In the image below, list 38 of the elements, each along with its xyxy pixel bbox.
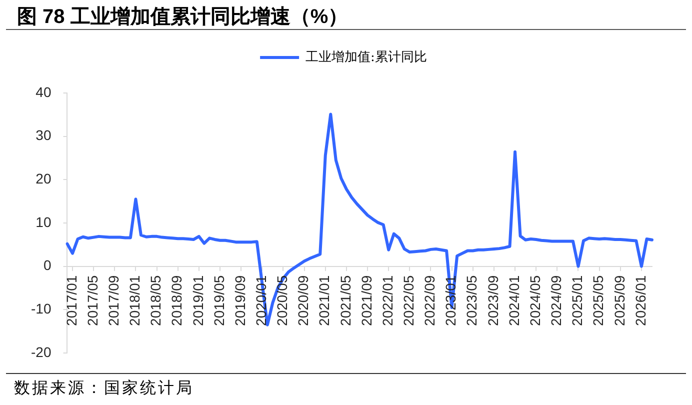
x-tick-label: 2019/01 <box>190 275 206 326</box>
x-tick-label: 2022/05 <box>400 275 417 326</box>
chart-title: 图 78 工业增加值累计同比增速（%） <box>17 5 348 30</box>
x-tick-label: 2025/01 <box>569 275 586 326</box>
x-tick-label: 2021/05 <box>337 275 354 326</box>
x-tick-label: 2025/05 <box>590 275 606 326</box>
y-tick-label: 10 <box>36 214 52 230</box>
y-tick-label: 0 <box>43 257 52 274</box>
x-tick-label: 2018/01 <box>126 275 143 326</box>
legend-label: 工业增加值:累计同比 <box>306 50 427 65</box>
x-tick-label: 2020/01 <box>253 275 270 326</box>
y-tick-label: 40 <box>36 84 52 100</box>
y-tick-label: -10 <box>31 300 52 317</box>
x-tick-label: 2018/09 <box>168 275 185 326</box>
x-tick-label: 2019/05 <box>210 275 227 326</box>
x-tick-label: 2023/09 <box>484 275 501 326</box>
x-tick-label: 2020/09 <box>295 275 312 326</box>
x-tick-label: 2024/05 <box>526 275 543 326</box>
x-tick-label: 2022/09 <box>422 275 438 326</box>
y-tick-label: 20 <box>36 170 52 187</box>
x-tick-label: 2021/09 <box>358 275 374 326</box>
x-tick-label: 2017/09 <box>106 275 122 326</box>
x-tick-label: 2025/09 <box>611 275 628 326</box>
x-tick-label: 2024/09 <box>548 275 564 326</box>
x-tick-label: 2019/09 <box>232 275 248 326</box>
y-tick-label: -20 <box>31 344 52 360</box>
y-tick-label: 30 <box>36 127 52 144</box>
x-tick-label: 2020/05 <box>274 275 290 326</box>
x-tick-label: 2024/01 <box>506 275 522 326</box>
source-note: 数据来源：国家统计局 <box>14 378 195 399</box>
x-tick-label: 2018/05 <box>148 275 164 326</box>
x-tick-label: 2022/01 <box>379 275 396 326</box>
x-tick-label: 2026/01 <box>632 275 648 326</box>
x-tick-label: 2021/01 <box>316 275 332 326</box>
x-tick-label: 2023/05 <box>464 275 480 326</box>
x-tick-label: 2017/01 <box>63 275 80 326</box>
x-tick-label: 2017/05 <box>84 275 100 326</box>
x-tick-label: 2023/01 <box>442 275 459 326</box>
